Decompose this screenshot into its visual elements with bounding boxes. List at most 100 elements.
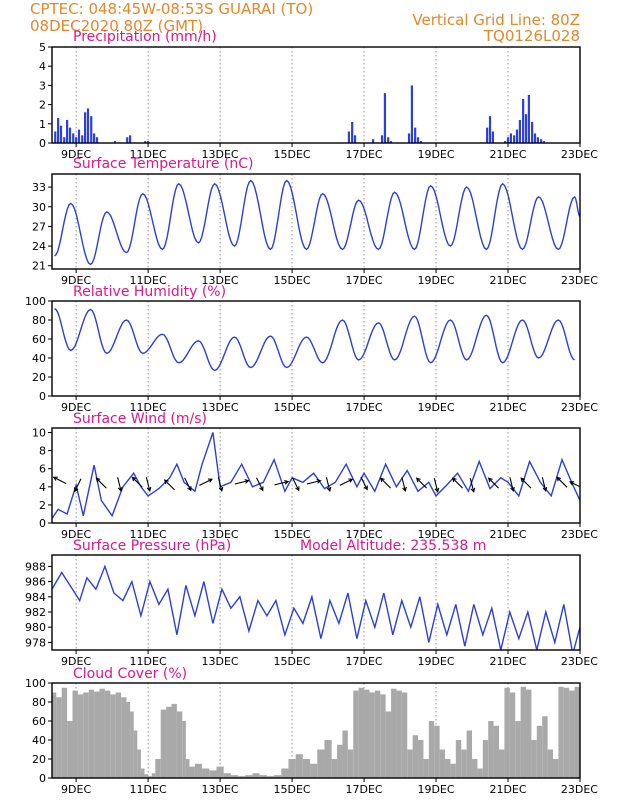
wind-vector <box>401 477 407 493</box>
meteogram-panels: Precipitation (mm/h) 0 1 2 3 4 5 9DEC 11DEC 13DEC… <box>25 29 598 796</box>
precip-bar <box>371 139 375 143</box>
precip-bar <box>488 116 492 143</box>
cloud-bar <box>238 776 246 778</box>
header-location: CPTEC: 048:45W-08:53S GUARAI (TO) <box>30 0 313 18</box>
series-line <box>54 179 580 266</box>
wind-vector <box>256 477 264 492</box>
cloud-bar <box>407 749 413 778</box>
cloud-bar <box>342 730 348 778</box>
precip-bar <box>509 133 512 143</box>
cloud-bar <box>531 740 537 778</box>
x-tick-label: 9DEC <box>61 148 91 161</box>
header-model-id: TQ0126L028 <box>483 27 580 45</box>
y-tick-label: 10 <box>32 427 46 440</box>
cloud-bar <box>553 759 559 778</box>
cloud-bar <box>461 749 467 778</box>
precip-bar <box>542 141 546 143</box>
cloud-bar <box>536 725 543 778</box>
precip-bar <box>90 116 93 143</box>
panel-precipitation: Precipitation (mm/h) 0 1 2 3 4 5 9DEC 11DEC 13DEC… <box>39 29 598 161</box>
x-tick-label: 9DEC <box>61 655 91 668</box>
panel-title: Cloud Cover (%) <box>73 666 187 682</box>
cloud-bar <box>563 687 570 778</box>
y-tick-label: 982 <box>25 606 46 619</box>
x-tick-label: 21DEC <box>489 655 526 668</box>
cloud-bar <box>472 759 478 778</box>
y-tick-label: 980 <box>25 621 46 634</box>
precip-bar <box>536 137 539 143</box>
y-tick-label: 100 <box>25 295 46 308</box>
y-tick-label: 40 <box>32 734 46 747</box>
precip-bar <box>504 141 507 143</box>
precip-bar <box>84 112 87 143</box>
header-grid-line: Vertical Grid Line: 80Z <box>412 11 580 29</box>
cloud-bar <box>216 766 224 778</box>
precip-bar <box>126 137 129 143</box>
precip-bar <box>416 137 420 143</box>
plot-frame <box>51 46 581 144</box>
precip-bar <box>518 119 521 143</box>
series-line <box>52 564 580 650</box>
cloud-bar <box>259 775 267 778</box>
precip-bar <box>380 135 384 143</box>
cloud-bar <box>488 721 494 778</box>
precip-bar <box>419 141 423 143</box>
cloud-bar <box>337 744 343 778</box>
wind-vector <box>379 477 391 489</box>
x-tick-label: 11DEC <box>130 274 167 287</box>
cloud-bar <box>121 697 127 778</box>
plot-frame <box>51 173 581 270</box>
cloud-bar <box>547 749 554 778</box>
x-tick-label: 21DEC <box>489 274 526 287</box>
precip-bar <box>95 137 99 143</box>
wind-vector <box>520 477 532 489</box>
y-tick-label: 1 <box>39 118 46 131</box>
panel-title: Surface Pressure (hPa) <box>73 538 231 554</box>
y-tick-label: 0 <box>39 137 46 150</box>
cloud-bar <box>155 759 161 778</box>
y-tick-label: 6 <box>39 463 46 476</box>
x-tick-label: 15DEC <box>274 148 311 161</box>
cloud-bar <box>401 692 408 778</box>
wind-vector <box>325 477 332 493</box>
y-tick-label: 60 <box>32 715 46 728</box>
cloud-bar <box>133 730 138 778</box>
cloud-bar <box>347 749 354 778</box>
cloud-bar <box>171 703 177 778</box>
y-tick-label: 0 <box>39 772 46 785</box>
x-tick-label: 21DEC <box>489 148 526 161</box>
wind-vector <box>117 477 123 493</box>
x-tick-label: 9DEC <box>61 274 91 287</box>
plot-area <box>52 564 580 650</box>
cloud-bar <box>509 692 516 778</box>
x-tick-label: 17DEC <box>345 783 382 796</box>
cloud-bar <box>499 749 505 778</box>
cloud-bar <box>364 689 370 778</box>
cloud-bar <box>439 749 446 778</box>
precip-bar <box>407 133 411 143</box>
precip-bar <box>527 95 530 143</box>
plot-area <box>54 308 575 372</box>
cloud-bar <box>418 740 424 778</box>
cloud-bar <box>77 694 84 778</box>
x-tick-label: 15DEC <box>274 528 311 541</box>
cloud-bar <box>317 749 325 778</box>
precip-bar <box>72 133 75 143</box>
wind-vector <box>199 478 213 486</box>
precip-bar <box>387 137 390 143</box>
plot-area <box>52 432 580 519</box>
cloud-bar <box>144 774 149 778</box>
cloud-bar <box>385 711 392 778</box>
cloud-bar <box>151 773 156 778</box>
cloud-bar <box>369 692 375 778</box>
cloud-bar <box>482 740 489 778</box>
series-line <box>52 432 580 519</box>
x-tick-label: 17DEC <box>345 528 382 541</box>
y-tick-label: 988 <box>25 560 46 573</box>
cloud-bar <box>428 721 435 778</box>
precip-bar <box>144 141 147 143</box>
wind-vector <box>360 476 368 491</box>
precip-bar <box>353 135 357 143</box>
plot-area <box>54 179 580 266</box>
cloud-bar <box>542 716 548 778</box>
